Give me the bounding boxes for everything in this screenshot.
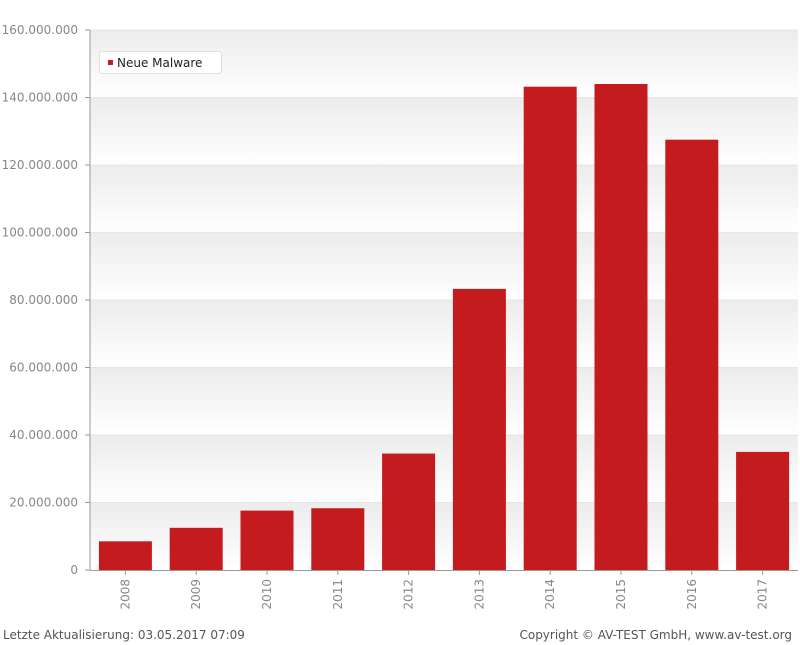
bar-2017 (736, 451, 790, 570)
x-tick-label: 2008 (118, 579, 132, 610)
y-tick-label: 140.000.000 (2, 91, 78, 105)
y-tick-label: 120.000.000 (2, 158, 78, 172)
y-tick-label: 160.000.000 (2, 23, 78, 37)
bar-2014 (523, 86, 577, 570)
x-tick-label: 2013 (472, 579, 486, 610)
y-tick-label: 60.000.000 (9, 361, 78, 375)
bar-2013 (452, 288, 506, 570)
x-tick-label: 2011 (331, 579, 345, 610)
bar-2012 (382, 453, 436, 570)
legend: Neue Malware (99, 51, 222, 74)
bar-2009 (169, 527, 223, 570)
last-update-text: Letzte Aktualisierung: 03.05.2017 07:09 (3, 628, 245, 642)
bar-series (98, 84, 790, 570)
x-tick-label: 2010 (260, 579, 274, 610)
legend-box (99, 51, 222, 74)
y-tick-label: 20.000.000 (9, 496, 78, 510)
copyright-text: Copyright © AV-TEST GmbH, www.av-test.or… (519, 628, 792, 642)
bar-2010 (240, 510, 294, 570)
legend-label: Neue Malware (117, 56, 202, 70)
x-axis-ticks: 2008 2009 2010 2011 2012 2013 2014 2015 2016 2017 (118, 570, 770, 610)
bar-2008 (98, 541, 152, 570)
x-tick-label: 2017 (756, 579, 770, 610)
y-tick-label: 100.000.000 (2, 226, 78, 240)
x-tick-label: 2012 (402, 579, 416, 610)
x-tick-label: 2016 (685, 579, 699, 610)
y-tick-label: 80.000.000 (9, 293, 78, 307)
y-tick-label: 40.000.000 (9, 428, 78, 442)
x-tick-label: 2009 (189, 579, 203, 610)
bar-2011 (311, 508, 365, 570)
y-axis-ticks: 0 20.000.000 40.000.000 60.000.000 80.000.00… (2, 23, 90, 577)
legend-swatch (108, 60, 113, 65)
x-tick-label: 2015 (614, 579, 628, 610)
bar-2015 (594, 84, 648, 570)
y-tick-label: 0 (70, 563, 78, 577)
bar-2016 (665, 139, 719, 570)
x-tick-label: 2014 (543, 579, 557, 610)
